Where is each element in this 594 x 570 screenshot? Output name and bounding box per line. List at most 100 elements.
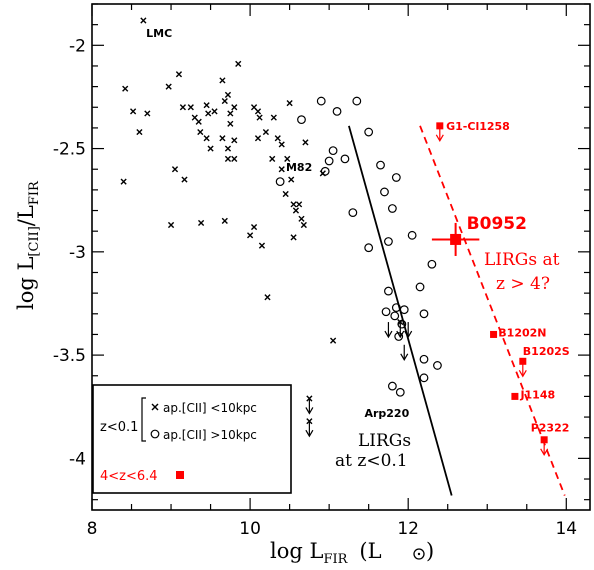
legend-circle-marker <box>150 429 160 439</box>
data-point-large-aperture <box>324 156 334 166</box>
data-point-small-aperture <box>224 91 232 98</box>
data-point-large-aperture <box>316 96 326 106</box>
data-point-small-aperture <box>298 215 305 222</box>
data-point-small-aperture <box>195 118 202 125</box>
annotation-label: J1148 <box>519 388 555 401</box>
data-point-small-aperture <box>288 176 295 183</box>
data-point-large-aperture <box>427 259 437 269</box>
x-tick-label: 12 <box>397 519 419 539</box>
data-point-large-aperture <box>381 307 391 317</box>
data-point-small-aperture <box>140 17 147 24</box>
upper-limit-arrow-head <box>540 448 549 456</box>
data-point-small-aperture <box>179 104 186 111</box>
y-tick-label: -2 <box>69 36 86 56</box>
plot-layer: 8 10 12 14 -2 -2.5 -3 -3.5 -4 LMC M82 Arp220 G1-Cl12… <box>53 3 591 539</box>
y-tick-label: -3 <box>69 243 86 263</box>
data-point-small-aperture <box>296 201 303 208</box>
data-point-small-aperture <box>205 110 212 117</box>
annotation-label: P2322 <box>531 421 570 434</box>
data-point-small-aperture <box>197 128 204 136</box>
data-point-large-aperture <box>399 305 409 315</box>
data-point-small-aperture <box>171 166 179 173</box>
data-point-small-aperture <box>262 128 269 136</box>
upper-limit-arrow-head <box>518 369 527 378</box>
data-point-large-aperture <box>390 311 400 321</box>
data-point-small-aperture <box>211 108 218 115</box>
y-axis-log: log L <box>14 257 38 310</box>
highz-trend-line <box>419 125 566 496</box>
annotation-label: B1202N <box>498 326 546 339</box>
plot-frame <box>91 3 591 511</box>
x-axis-sub: FIR <box>323 552 348 567</box>
data-point-small-aperture <box>120 178 127 185</box>
sun-symbol-icon <box>413 548 425 560</box>
region-local-line1: LIRGs <box>358 431 411 451</box>
data-point-large-aperture <box>332 106 342 116</box>
upper-limit-marker <box>306 395 313 402</box>
data-point-small-aperture <box>227 120 234 127</box>
data-point-highz <box>490 330 498 338</box>
data-point-small-aperture <box>221 217 228 224</box>
data-point-large-aperture <box>384 286 393 296</box>
data-point-small-aperture <box>286 100 293 107</box>
data-point-large-aperture <box>419 373 429 383</box>
x-tick-label: 14 <box>555 519 577 539</box>
sun-symbol-dot <box>417 552 421 556</box>
data-point-large-aperture <box>364 127 374 137</box>
data-point-small-aperture <box>175 71 183 78</box>
data-point-large-aperture <box>275 177 285 187</box>
data-point-small-aperture <box>270 114 277 121</box>
data-point-highz <box>511 392 519 400</box>
region-local-line2: at z<0.1 <box>335 451 408 471</box>
data-point-small-aperture <box>219 77 226 84</box>
data-point-small-aperture <box>231 104 238 111</box>
annotation-label: B0952 <box>467 214 527 234</box>
annotation-label: Arp220 <box>364 407 409 420</box>
legend-item-large-aperture: ap.[CII] >10kpc <box>163 428 257 442</box>
data-point-small-aperture <box>278 166 285 173</box>
data-point-small-aperture <box>231 155 238 162</box>
data-point-small-aperture <box>247 232 254 239</box>
data-point-small-aperture <box>197 219 205 227</box>
data-point-large-aperture <box>380 187 389 197</box>
y-tick-label: -4 <box>69 449 86 469</box>
data-point-small-aperture <box>290 201 297 208</box>
data-point-small-aperture <box>258 242 266 249</box>
legend-bracket <box>141 397 146 442</box>
x-tick-label: 10 <box>239 519 261 539</box>
data-point-small-aperture <box>224 155 232 162</box>
data-point-large-aperture <box>415 282 425 292</box>
data-point-small-aperture <box>290 234 297 241</box>
data-point-large-aperture <box>433 361 442 370</box>
data-point-small-aperture <box>256 114 263 121</box>
data-point-large-aperture <box>419 354 429 364</box>
x-axis-label: log LFIR (L ) <box>270 539 434 567</box>
data-point-small-aperture <box>224 145 232 152</box>
data-point-small-aperture <box>219 135 226 142</box>
legend-box <box>92 384 292 494</box>
legend-group-label: z<0.1 <box>100 420 138 435</box>
annotation-label: LMC <box>146 27 172 40</box>
x-axis-unit-open: (L <box>359 539 381 563</box>
data-point-large-aperture <box>320 166 330 176</box>
data-point-small-aperture <box>274 135 281 142</box>
y-tick-label: -3.5 <box>53 346 86 366</box>
data-point-small-aperture <box>269 155 276 162</box>
annotation-label: M82 <box>286 161 312 174</box>
data-point-large-aperture <box>384 237 393 246</box>
data-point-small-aperture <box>231 137 238 144</box>
data-point-small-aperture <box>235 60 242 67</box>
upper-limit-arrow-head <box>396 330 405 339</box>
data-point-large-aperture <box>395 387 405 397</box>
data-point-large-aperture <box>352 96 362 106</box>
y-axis-label: log L[CII]/LFIR <box>14 180 42 310</box>
data-point-small-aperture <box>136 128 143 136</box>
legend-highz-label: 4<z<6.4 <box>100 469 158 484</box>
data-point-large-aperture <box>391 303 401 313</box>
y-axis-sub1: [CII] <box>27 226 42 256</box>
data-point-small-aperture <box>254 135 262 142</box>
data-point-large-aperture <box>391 173 401 182</box>
data-point-small-aperture <box>144 110 151 117</box>
data-point-small-aperture <box>250 223 258 231</box>
